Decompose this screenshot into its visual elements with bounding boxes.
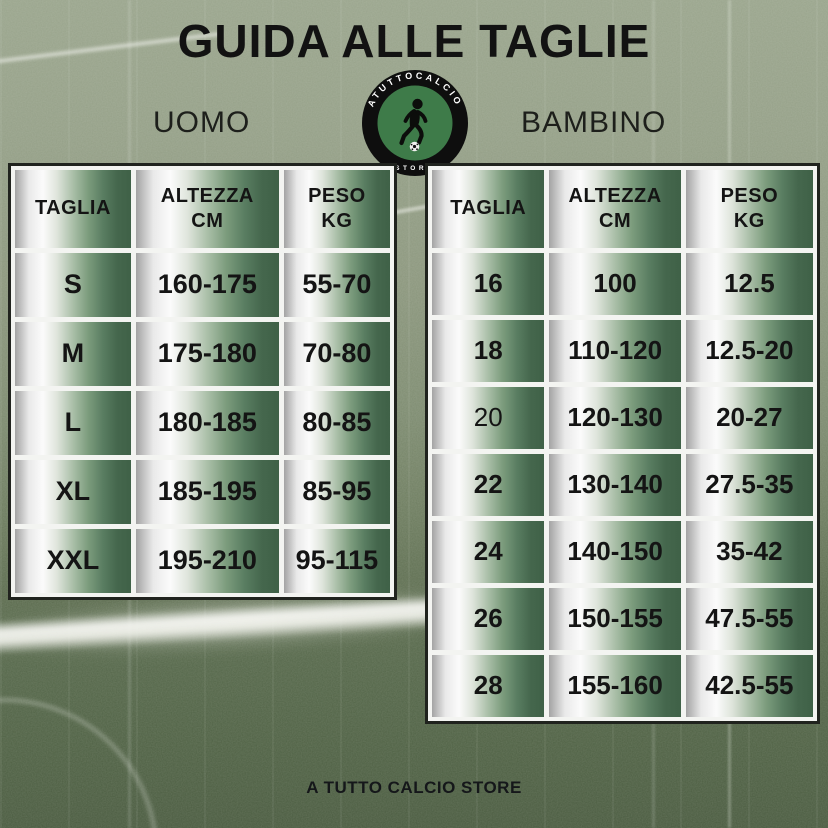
- table-cell: 20: [432, 386, 545, 449]
- table-cell: 18: [432, 319, 545, 382]
- col-header-taglia: TAGLIA: [432, 170, 545, 248]
- soccer-player-icon: [399, 98, 428, 146]
- table-cell: 195-210: [135, 528, 279, 593]
- table-cell: 100: [549, 252, 681, 315]
- col-header-peso: PESO KG: [685, 170, 813, 248]
- table-cell: 130-140: [549, 453, 681, 516]
- uomo-size-table: TAGLIA ALTEZZA CM PESO KG S 160-175 55-7…: [8, 163, 397, 600]
- table-cell: 16: [432, 252, 545, 315]
- table-cell: S: [15, 252, 131, 317]
- col-header-taglia: TAGLIA: [15, 170, 131, 248]
- logo-store-text: STORE: [395, 165, 435, 172]
- table-cell: M: [15, 321, 131, 386]
- penalty-arc-line: [0, 698, 158, 828]
- table-cell: XL: [15, 459, 131, 524]
- table-cell: 80-85: [283, 390, 390, 455]
- table-cell: 26: [432, 587, 545, 650]
- table-cell: 180-185: [135, 390, 279, 455]
- table-cell: 155-160: [549, 654, 681, 717]
- table-cell: 175-180: [135, 321, 279, 386]
- table-cell: 110-120: [549, 319, 681, 382]
- table-cell: 185-195: [135, 459, 279, 524]
- col-header-peso: PESO KG: [283, 170, 390, 248]
- table-cell: 95-115: [283, 528, 390, 593]
- soccer-ball-icon: [409, 141, 420, 152]
- table-cell: 35-42: [685, 520, 813, 583]
- table-cell: 85-95: [283, 459, 390, 524]
- table-cell: 140-150: [549, 520, 681, 583]
- col-header-altezza: ALTEZZA CM: [135, 170, 279, 248]
- table-cell: 70-80: [283, 321, 390, 386]
- store-name-footer: A TUTTO CALCIO STORE: [306, 778, 522, 797]
- table-cell: 12.5: [685, 252, 813, 315]
- table-cell: 150-155: [549, 587, 681, 650]
- table-cell: 55-70: [283, 252, 390, 317]
- table-cell: L: [15, 390, 131, 455]
- table-cell: 27.5-35: [685, 453, 813, 516]
- table-cell: 12.5-20: [685, 319, 813, 382]
- table-cell: 20-27: [685, 386, 813, 449]
- bambino-size-table: TAGLIA ALTEZZA CM PESO KG 16 100 12.5 18…: [425, 163, 820, 724]
- table-cell: 120-130: [549, 386, 681, 449]
- table-cell: 47.5-55: [685, 587, 813, 650]
- table-cell: 24: [432, 520, 545, 583]
- table-cell: 42.5-55: [685, 654, 813, 717]
- store-logo: ATUTTOCALCIO STORE: [362, 70, 468, 176]
- table-cell: XXL: [15, 528, 131, 593]
- uomo-section-label: UOMO: [153, 106, 251, 139]
- table-cell: 22: [432, 453, 545, 516]
- col-header-altezza: ALTEZZA CM: [549, 170, 681, 248]
- table-cell: 28: [432, 654, 545, 717]
- bambino-section-label: BAMBINO: [521, 106, 667, 139]
- table-cell: 160-175: [135, 252, 279, 317]
- page-title: GUIDA ALLE TAGLIE: [177, 15, 651, 67]
